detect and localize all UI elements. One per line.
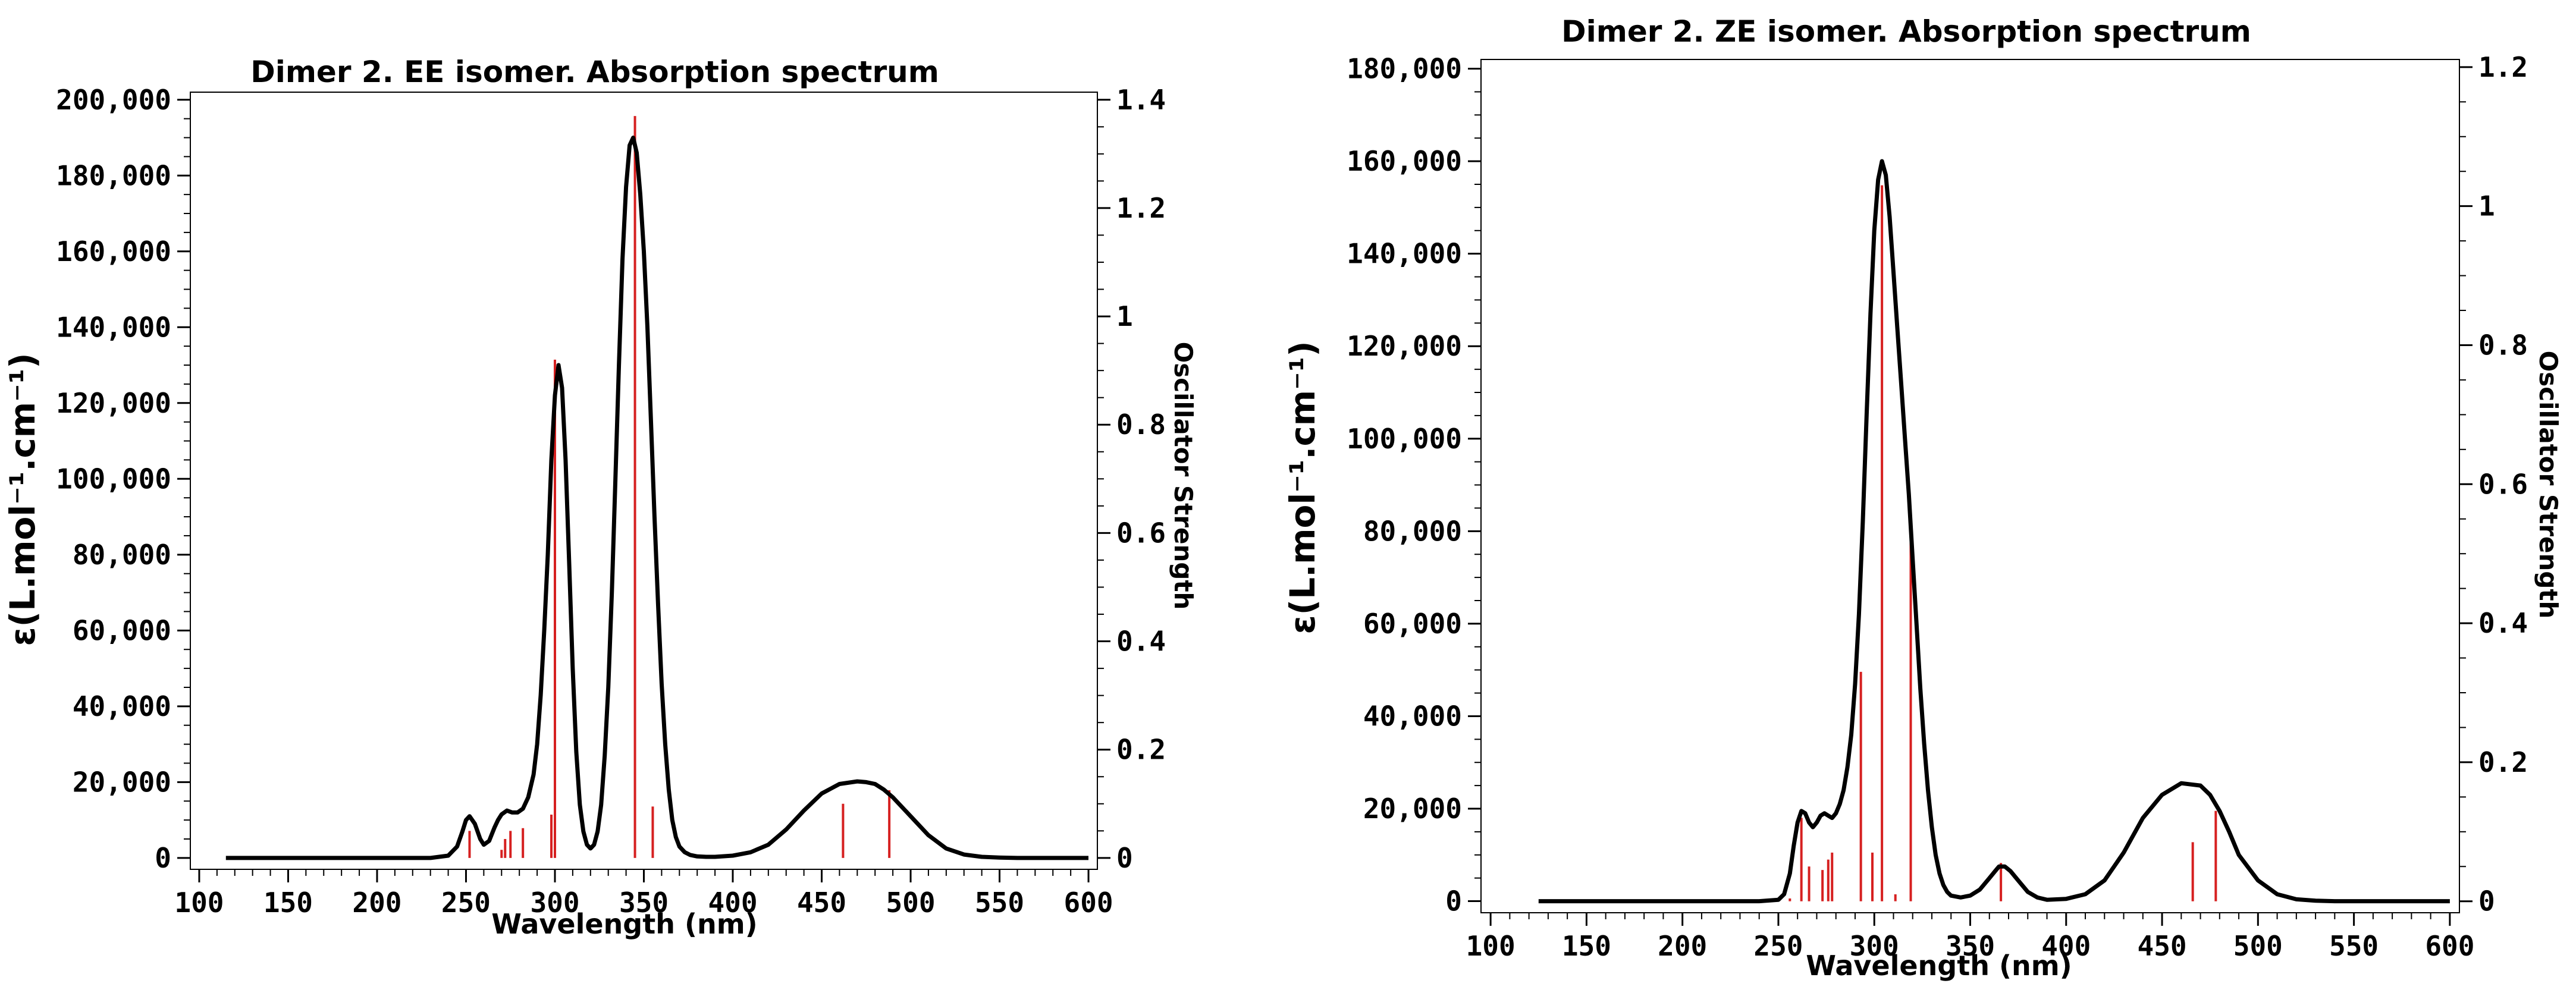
x-tick-label: 100 (1466, 930, 1516, 962)
x-tick-label: 200 (1658, 930, 1707, 962)
y-tick-label: 100,000 (56, 463, 171, 495)
x-tick-label: 300 (530, 887, 579, 919)
x-tick-label: 550 (2329, 930, 2379, 962)
y2-tick-labels: 0 0.2 0.4 0.6 0.8 1 1.2 (2478, 51, 2528, 917)
chart-title: Dimer 2. ZE isomer. Absorption spectrum (1561, 14, 2251, 49)
x-tick-label: 600 (1064, 887, 1113, 919)
y-tick-label: 140,000 (1347, 238, 1462, 270)
y2-tick-label: 0.2 (2478, 746, 2528, 778)
axis-ticks (177, 99, 1110, 882)
x-tick-label: 500 (2233, 930, 2283, 962)
x-tick-label: 450 (2138, 930, 2187, 962)
y-tick-label: 160,000 (56, 235, 171, 268)
y-tick-label: 80,000 (1363, 515, 1462, 547)
y2-tick-label: 0.2 (1116, 734, 1166, 766)
y-tick-label: 160,000 (1347, 145, 1462, 177)
y-axis-label: ε(L.mol⁻¹.cm⁻¹) (1282, 341, 1323, 634)
y2-tick-label: 1.2 (2478, 51, 2528, 83)
y-tick-label: 80,000 (73, 539, 171, 571)
oscillator-sticks (468, 116, 891, 858)
oscillator-sticks (1789, 185, 2217, 901)
y-tick-label: 60,000 (73, 614, 171, 646)
y-tick-label: 100,000 (1347, 423, 1462, 455)
y-tick-label: 40,000 (73, 690, 171, 722)
y2-tick-label: 1 (2478, 190, 2495, 222)
x-tick-label: 350 (1946, 930, 1995, 962)
y-tick-label: 120,000 (56, 387, 171, 419)
x-tick-label: 150 (263, 887, 313, 919)
y2-tick-label: 0 (1116, 842, 1133, 874)
y2-tick-label: 1.4 (1116, 84, 1166, 116)
x-tick-label: 600 (2425, 930, 2474, 962)
y-tick-label: 120,000 (1347, 330, 1462, 362)
x-tick-label: 150 (1562, 930, 1611, 962)
x-axis-label: Wavelength (nm) (1806, 950, 2072, 982)
plot-frame (1480, 59, 2460, 913)
y2-tick-label: 0.6 (2478, 468, 2528, 500)
x-tick-labels: 100 150 200 250 300 350 400 450 500 550 600 (174, 887, 1113, 919)
absorption-curve (225, 136, 1088, 860)
x-tick-label: 250 (1753, 930, 1803, 962)
y2-axis-label: Oscillator Strength (2534, 351, 2563, 619)
y-tick-label: 40,000 (1363, 700, 1462, 732)
y-tick-labels: 0 20,000 40,000 60,000 80,000 100,000 120,000 1… (1347, 53, 1462, 917)
x-tick-label: 250 (441, 887, 491, 919)
y-tick-label: 0 (155, 842, 171, 874)
x-tick-label: 300 (1850, 930, 1899, 962)
y-tick-label: 20,000 (1363, 793, 1462, 825)
axis-ticks (1468, 66, 2473, 926)
absorption-curve (1538, 159, 2450, 904)
y-tick-label: 60,000 (1363, 608, 1462, 640)
y2-tick-label: 0 (2478, 885, 2495, 917)
chart-ze-isomer: Dimer 2. ZE isomer. Absorption spectrum … (1282, 14, 2563, 982)
y2-tick-label: 1.2 (1116, 192, 1166, 224)
plot-frame (190, 92, 1098, 870)
x-axis-label: Wavelength (nm) (491, 908, 757, 940)
x-tick-label: 500 (886, 887, 935, 919)
y2-tick-label: 0.4 (2478, 607, 2528, 639)
x-tick-label: 200 (352, 887, 401, 919)
y-tick-label: 0 (1445, 885, 1462, 917)
y-tick-label: 140,000 (56, 311, 171, 343)
y2-tick-label: 1 (1116, 300, 1133, 332)
y2-tick-label: 0.8 (2478, 329, 2528, 361)
chart-ee-isomer: Dimer 2. EE isomer. Absorption spectrum … (2, 55, 1198, 940)
x-tick-label: 100 (174, 887, 224, 919)
y2-tick-label: 0.8 (1116, 408, 1166, 441)
y-tick-labels: 0 20,000 40,000 60,000 80,000 100,000 120,000 1… (56, 84, 171, 874)
y-tick-label: 180,000 (56, 159, 171, 191)
y2-axis-label: Oscillator Strength (1169, 342, 1198, 610)
y-tick-label: 20,000 (73, 766, 171, 798)
x-tick-label: 350 (619, 887, 669, 919)
y2-tick-labels: 0 0.2 0.4 0.6 0.8 1 1.2 1.4 (1116, 84, 1166, 874)
x-tick-label: 450 (797, 887, 846, 919)
y2-tick-label: 0.4 (1116, 626, 1166, 658)
y2-tick-label: 0.6 (1116, 517, 1166, 549)
x-tick-label: 400 (2041, 930, 2091, 962)
y-axis-label: ε(L.mol⁻¹.cm⁻¹) (2, 353, 43, 646)
y-tick-label: 200,000 (56, 84, 171, 116)
x-tick-labels: 100 150 200 250 300 350 400 450 500 550 600 (1466, 930, 2475, 962)
x-tick-label: 550 (975, 887, 1024, 919)
y-tick-label: 180,000 (1347, 53, 1462, 85)
chart-title: Dimer 2. EE isomer. Absorption spectrum (250, 55, 939, 89)
x-tick-label: 400 (708, 887, 757, 919)
